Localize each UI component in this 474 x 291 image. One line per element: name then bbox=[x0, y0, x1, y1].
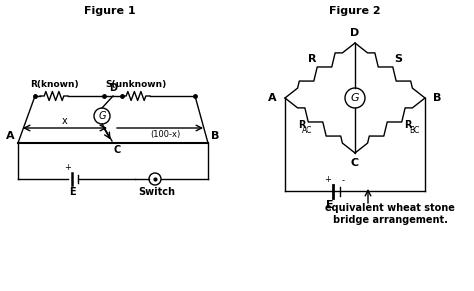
Text: G: G bbox=[98, 111, 106, 121]
Text: E: E bbox=[326, 200, 334, 210]
Text: -: - bbox=[341, 177, 345, 185]
Text: D: D bbox=[109, 83, 117, 93]
Text: C: C bbox=[351, 158, 359, 168]
Text: R: R bbox=[299, 120, 306, 130]
Text: B: B bbox=[433, 93, 441, 103]
Text: B: B bbox=[211, 131, 219, 141]
Text: bridge arrangement.: bridge arrangement. bbox=[333, 215, 447, 225]
Text: BC: BC bbox=[409, 126, 419, 135]
Text: equivalent wheat stone: equivalent wheat stone bbox=[325, 203, 455, 213]
Text: +: + bbox=[64, 163, 72, 172]
Text: (100-x): (100-x) bbox=[150, 130, 180, 139]
Text: R: R bbox=[404, 120, 411, 130]
Text: R(known): R(known) bbox=[30, 80, 78, 89]
Text: S: S bbox=[394, 54, 402, 65]
Text: G: G bbox=[351, 93, 359, 103]
Text: AC: AC bbox=[301, 126, 312, 135]
Text: Figure 1: Figure 1 bbox=[84, 6, 136, 16]
Text: x: x bbox=[62, 116, 68, 126]
Text: A: A bbox=[6, 131, 15, 141]
Text: C: C bbox=[114, 145, 121, 155]
Text: E: E bbox=[69, 187, 75, 197]
Text: R: R bbox=[308, 54, 316, 65]
Text: Switch: Switch bbox=[138, 187, 175, 197]
Text: S(unknown): S(unknown) bbox=[105, 80, 167, 89]
Text: A: A bbox=[268, 93, 277, 103]
Text: D: D bbox=[350, 28, 360, 38]
Text: Figure 2: Figure 2 bbox=[329, 6, 381, 16]
Text: +: + bbox=[325, 175, 331, 184]
